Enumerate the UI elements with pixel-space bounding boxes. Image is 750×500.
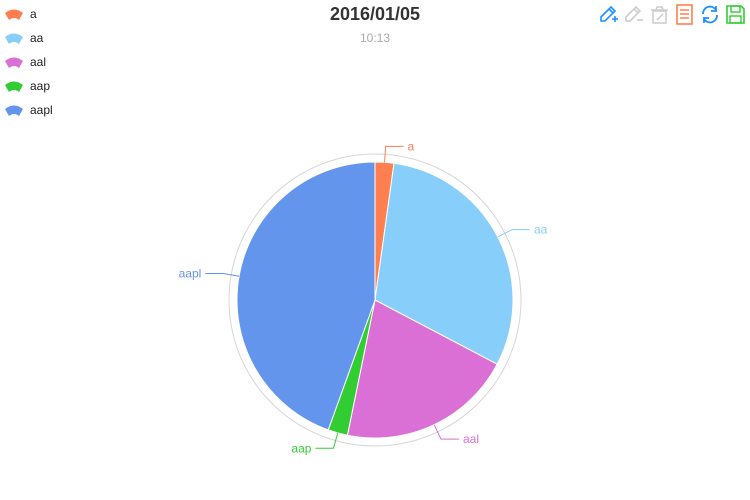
chart-subtitle: 10:13	[359, 31, 391, 45]
label-line-aap	[315, 432, 339, 449]
legend-label: a	[30, 7, 37, 21]
save-image-icon[interactable]	[724, 3, 746, 25]
slice-label-aa: aa	[534, 223, 548, 237]
label-line-aapl	[205, 273, 240, 277]
data-zoom-reset-icon[interactable]	[622, 3, 644, 25]
legend-swatch-icon	[5, 33, 23, 44]
slice-label-aap: aap	[291, 441, 311, 455]
legend-label: aapl	[30, 103, 53, 117]
slice-label-aapl: aapl	[179, 267, 202, 281]
clear-icon[interactable]	[648, 3, 670, 25]
slice-label-aal: aal	[463, 432, 479, 446]
legend-item-aapl[interactable]: aapl	[4, 98, 53, 122]
legend-swatch-icon	[5, 81, 23, 92]
legend-label: aa	[30, 31, 44, 45]
chart-title: 2016/01/05	[329, 4, 421, 24]
legend-item-a[interactable]: a	[4, 2, 53, 26]
legend-swatch-icon	[5, 57, 23, 68]
restore-icon[interactable]	[699, 3, 721, 25]
pie-outer-ring	[228, 153, 522, 447]
legend-label: aal	[30, 55, 47, 69]
pie-slice-aal[interactable]	[346, 299, 498, 439]
legend-item-aal[interactable]: aal	[4, 50, 53, 74]
legend-item-aap[interactable]: aap	[4, 74, 53, 98]
legend-item-aa[interactable]: aa	[4, 26, 53, 50]
label-line-aa	[497, 229, 530, 238]
legend-swatch-icon	[5, 105, 23, 116]
slice-label-a: a	[408, 139, 415, 153]
legend-label: aap	[30, 79, 51, 93]
label-line-a	[384, 145, 404, 163]
data-view-icon[interactable]	[673, 3, 695, 25]
data-zoom-icon[interactable]	[597, 3, 619, 25]
chart-legend: a aa aal aap aapl	[4, 2, 53, 122]
label-line-aal	[433, 424, 460, 440]
toolbox	[593, 3, 746, 25]
legend-swatch-icon	[5, 9, 23, 20]
